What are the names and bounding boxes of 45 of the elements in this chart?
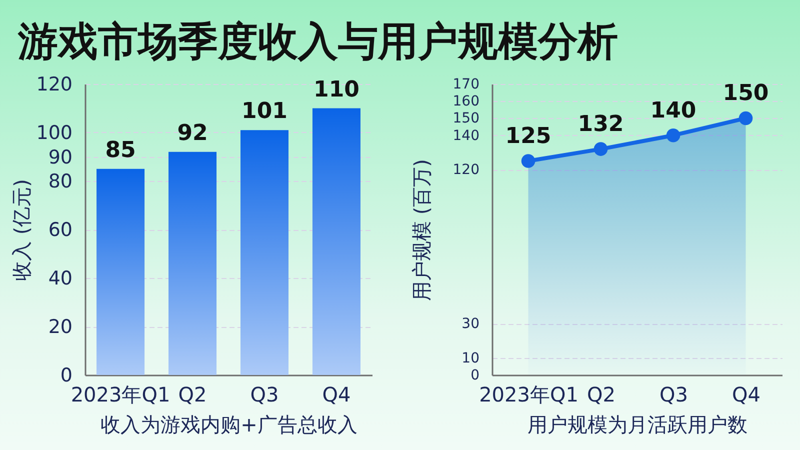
y-tick-label: 40 bbox=[48, 268, 72, 290]
data-label: 85 bbox=[105, 138, 136, 163]
y-tick-label: 80 bbox=[48, 170, 72, 192]
y-axis-title: 收入 (亿元) bbox=[10, 179, 34, 281]
y-tick-label: 90 bbox=[48, 146, 72, 168]
y-tick-label: 140 bbox=[452, 128, 480, 144]
chart-title: 游戏市场季度收入与用户规模分析 bbox=[17, 19, 618, 65]
y-axis-title: 用户规模 (百万) bbox=[410, 159, 434, 301]
point bbox=[521, 154, 536, 168]
point bbox=[594, 142, 608, 156]
data-label: 110 bbox=[314, 77, 360, 102]
data-label: 92 bbox=[177, 120, 208, 146]
bar bbox=[312, 108, 360, 375]
x-tick-label: Q4 bbox=[322, 382, 351, 406]
x-tick-label: 2023年Q1 bbox=[70, 382, 170, 406]
data-label: 101 bbox=[242, 99, 288, 124]
x-axis-title: 用户规模为月活跃用户数 bbox=[528, 412, 748, 436]
y-tick-label: 10 bbox=[462, 350, 480, 366]
y-tick-label: 120 bbox=[452, 162, 480, 178]
data-label: 140 bbox=[650, 98, 696, 124]
data-label: 132 bbox=[578, 112, 624, 138]
x-tick-label: 2023年Q1 bbox=[479, 382, 578, 406]
x-tick-label: Q3 bbox=[250, 382, 279, 406]
y-tick-label: 150 bbox=[452, 110, 480, 127]
bar bbox=[96, 168, 145, 375]
y-tick-label: 30 bbox=[462, 316, 480, 332]
y-tick-label: 160 bbox=[452, 94, 480, 110]
x-tick-label: Q2 bbox=[178, 382, 207, 406]
x-tick-label: Q4 bbox=[732, 382, 760, 406]
data-label: 125 bbox=[505, 124, 552, 150]
y-tick-label: 0 bbox=[60, 364, 72, 386]
data-label: 150 bbox=[722, 81, 769, 106]
x-tick-label: Q2 bbox=[587, 382, 616, 406]
y-tick-label: 170 bbox=[452, 76, 480, 92]
y-tick-label: 20 bbox=[48, 316, 72, 338]
x-axis-title: 收入为游戏内购+广告总收入 bbox=[100, 412, 358, 436]
y-tick-label: 0 bbox=[470, 368, 480, 384]
y-tick-label: 120 bbox=[36, 74, 72, 96]
bar bbox=[240, 130, 288, 375]
bar bbox=[168, 152, 217, 375]
point bbox=[666, 128, 680, 142]
y-tick-label: 60 bbox=[48, 219, 72, 241]
point bbox=[738, 111, 753, 126]
x-tick-label: Q3 bbox=[660, 382, 688, 406]
y-tick-label: 100 bbox=[36, 122, 72, 144]
